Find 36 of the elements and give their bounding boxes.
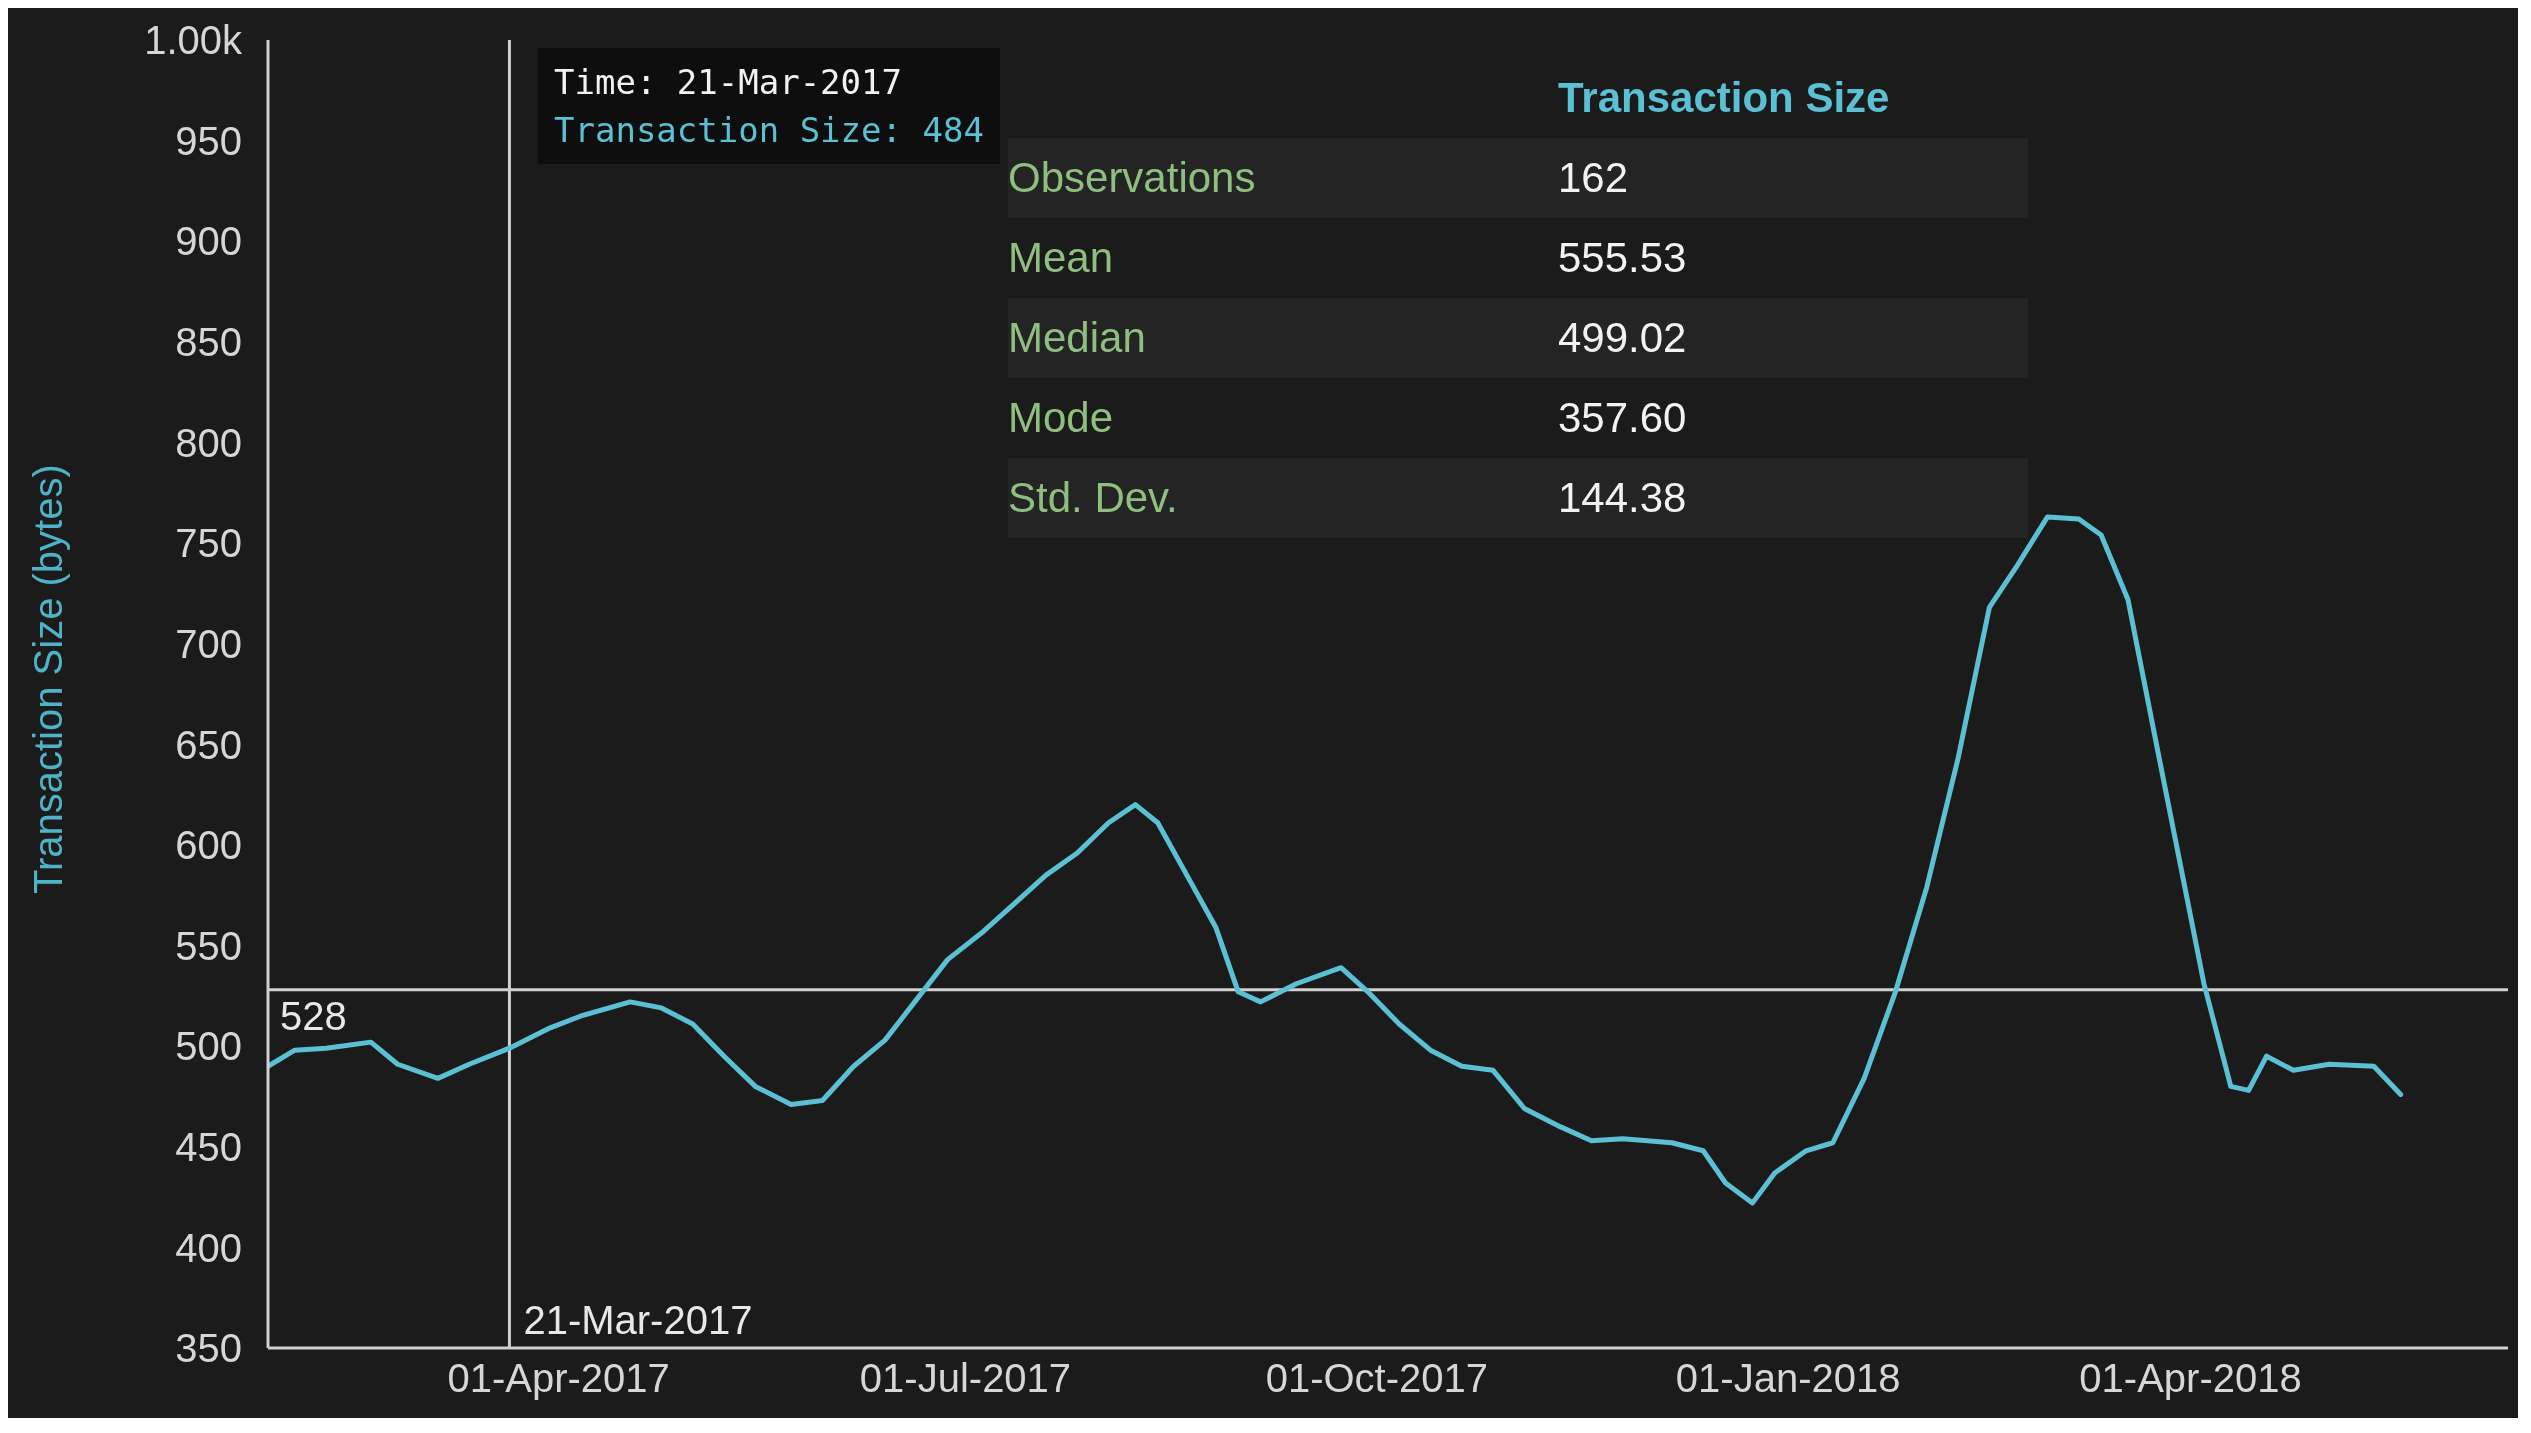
y-tick-label: 850 bbox=[175, 320, 242, 365]
annotation: 357.60 bbox=[1558, 393, 1687, 443]
annotation: Transaction Size bbox=[1557, 73, 1891, 123]
hover-tooltip: Time: 21-Mar-2017 Transaction Size: 484 bbox=[538, 48, 1000, 164]
ref-line-label: 21-Mar-2017 bbox=[523, 1298, 753, 1342]
y-tick-label: 650 bbox=[175, 722, 242, 767]
y-tick-label: 600 bbox=[175, 823, 242, 868]
annotation: Time: 21-Mar-2017 bbox=[554, 61, 903, 104]
annotation: Std. Dev. bbox=[1008, 473, 1179, 523]
y-tick-label: 450 bbox=[175, 1124, 242, 1169]
y-axis-title: Transaction Size (bytes) bbox=[26, 464, 71, 894]
annotation: Median bbox=[1008, 313, 1147, 363]
y-tick-label: 500 bbox=[175, 1024, 242, 1069]
x-tick-label: 01-Jan-2018 bbox=[1675, 1356, 1901, 1401]
annotation: Observations bbox=[1008, 153, 1257, 203]
x-tick-label: 01-Jul-2017 bbox=[859, 1356, 1072, 1401]
annotation: 555.53 bbox=[1558, 233, 1687, 283]
y-tick-label: 400 bbox=[175, 1225, 242, 1270]
y-tick-label: 1.00k bbox=[144, 18, 243, 63]
y-tick-label: 350 bbox=[175, 1326, 242, 1371]
y-tick-label: 750 bbox=[175, 521, 242, 566]
annotation: 499.02 bbox=[1558, 313, 1687, 363]
annotation: Transaction Size: 484 bbox=[554, 109, 984, 152]
annotation: Mode bbox=[1008, 393, 1115, 443]
annotation: 162 bbox=[1558, 153, 1629, 203]
y-tick-label: 700 bbox=[175, 621, 242, 666]
annotation: 144.38 bbox=[1558, 473, 1687, 523]
annotation: Mean bbox=[1008, 233, 1115, 283]
y-tick-label: 900 bbox=[175, 219, 242, 264]
x-tick-label: 01-Apr-2018 bbox=[2079, 1356, 2302, 1401]
y-tick-label: 800 bbox=[175, 420, 242, 465]
x-tick-label: 01-Apr-2017 bbox=[447, 1356, 670, 1401]
x-tick-label: 01-Oct-2017 bbox=[1265, 1356, 1488, 1401]
y-tick-label: 950 bbox=[175, 118, 242, 163]
y-tick-label: 550 bbox=[175, 923, 242, 968]
ref-line-label: 528 bbox=[280, 994, 347, 1039]
